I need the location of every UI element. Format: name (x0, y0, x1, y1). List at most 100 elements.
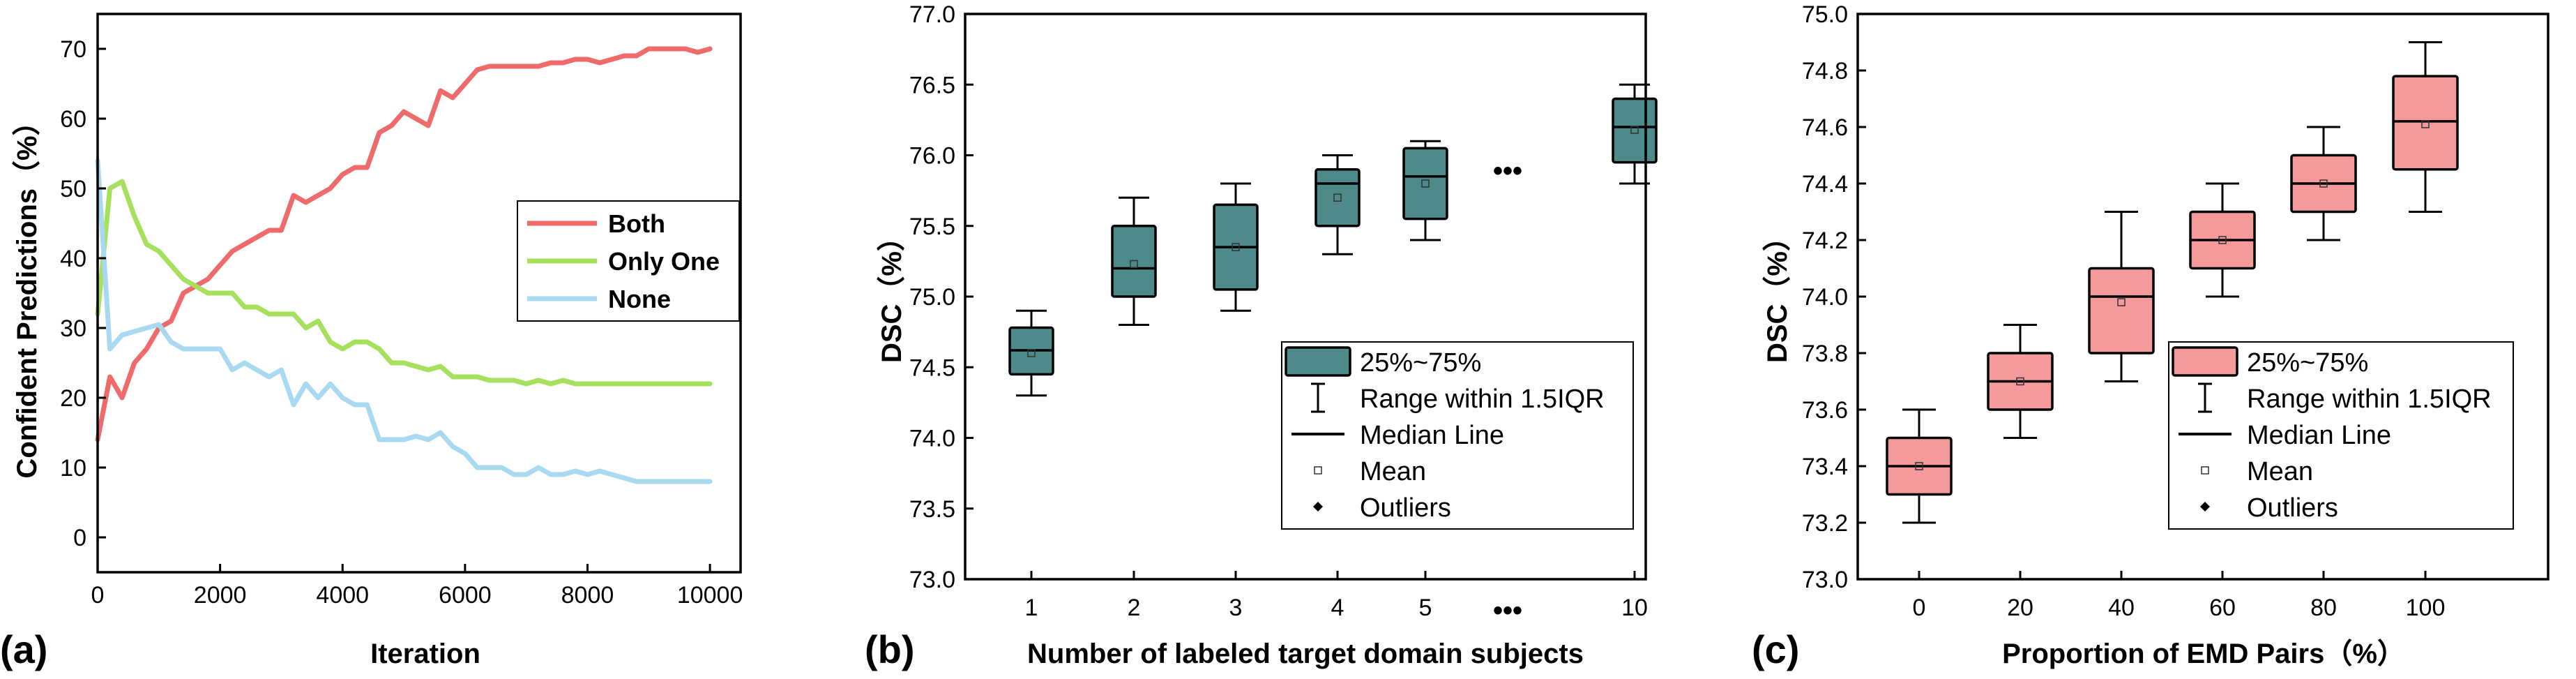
panel-c-y-tick-label: 73.6 (1802, 397, 1848, 424)
panel-b-plot-frame (964, 13, 1647, 581)
panel-b-legend-outlier-swatch (1313, 502, 1323, 512)
panel-b-mean-marker (1130, 260, 1138, 269)
panel-a-x-ticks: 0 2000 4000 6000 8000 10000 (91, 564, 743, 609)
panel-b-legend-mean-swatch (1314, 466, 1322, 475)
panel-c-y-tick-label: 74.8 (1802, 58, 1848, 84)
panel-a-legend-label: None (608, 285, 671, 313)
panel-b-x-tick-label: 10 (1621, 595, 1648, 621)
panel-c-mean-marker (1915, 462, 1923, 470)
panel-b-mean-marker (1333, 193, 1342, 202)
panel-c-y-tick-label: 75.0 (1802, 1, 1848, 28)
panel-c-y-tick-label: 73.0 (1802, 567, 1848, 593)
panel-a-label: (a) (0, 627, 47, 671)
panel-a-legend: Both Only One None (517, 200, 740, 322)
panel-a-x-tick-label: 4000 (316, 582, 369, 609)
panel-a-x-tick-label: 10000 (677, 582, 743, 609)
panel-a-y-tick-label: 70 (60, 36, 86, 63)
panel-c-mean-marker (2218, 236, 2227, 244)
panel-a-plot-frame (96, 13, 742, 574)
panel-b-legend-label: 25%~75% (1360, 348, 1481, 378)
panel-c-legend-label: Mean (2247, 457, 2313, 486)
panel-c-label: (c) (1752, 627, 1799, 671)
panel-b-x-tick-label: 2 (1128, 595, 1141, 621)
panel-b-label: (b) (865, 627, 915, 671)
panel-b-y-tick-label: 77.0 (909, 1, 955, 28)
panel-b-y-tick-label: 76.0 (909, 143, 955, 170)
panel-a-series-line-both (95, 46, 713, 442)
panel-b-legend-label: Median Line (1360, 421, 1504, 450)
panel-b-break-marker: ••• (1493, 156, 1522, 186)
panel-b-mean-marker (1421, 179, 1430, 188)
panel-a-y-axis-title: Confident Predictions（%） (12, 107, 43, 478)
panel-b-break-marker-axis: ••• (1493, 595, 1522, 626)
panel-a-legend-label: Both (608, 209, 665, 238)
panel-b-mean-marker (1630, 126, 1639, 134)
panel-a-x-tick-label: 6000 (439, 582, 492, 609)
panel-b-legend-box-swatch (1285, 346, 1351, 377)
panel-c-mean-marker (2421, 120, 2430, 128)
panel-c-mean-marker (2117, 298, 2126, 306)
panel-c-x-tick-label: 80 (2310, 595, 2337, 621)
panel-c-x-tick-label: 60 (2209, 595, 2236, 621)
panel-a-series-line-only-one (95, 179, 713, 387)
panel-c-y-tick-label: 73.4 (1802, 454, 1848, 480)
panel-c-x-axis-title: Proportion of EMD Pairs（%） (2002, 639, 2405, 669)
panel-b-box (1402, 147, 1448, 221)
panel-b-y-tick-label: 75.0 (909, 284, 955, 311)
panel-a-y-tick-label: 20 (60, 385, 86, 412)
panel-b-y-tick-label: 75.5 (909, 214, 955, 240)
panel-a-legend-label: Only One (608, 247, 720, 276)
panel-c-legend-label: Range within 1.5IQR (2247, 385, 2492, 414)
panel-b-box-chart: 73.0 73.5 74.0 74.5 75.0 75.5 76.0 76.5 77.0 1 2 3… (865, 1, 1658, 671)
panel-c-y-tick-label: 74.4 (1802, 171, 1848, 197)
panel-b-box (1612, 97, 1658, 164)
panel-b-legend-label: Mean (1360, 457, 1426, 486)
panel-b-y-tick-label: 74.5 (909, 355, 955, 381)
panel-b-y-tick-label: 76.5 (909, 72, 955, 98)
panel-b-y-tick-label: 74.0 (909, 426, 955, 452)
panel-a-y-tick-label: 10 (60, 455, 86, 482)
panel-c-mean-marker (2016, 377, 2024, 386)
panel-c-y-axis-title: DSC（%） (1762, 223, 1793, 363)
panel-a-line-chart: 0 10 20 30 40 50 60 70 0 2000 4000 6000 8000 10000 C… (0, 13, 743, 671)
panel-b-x-tick-label: 4 (1331, 595, 1344, 621)
panel-c-x-tick-label: 20 (2007, 595, 2033, 621)
panel-c-legend-label: 25%~75% (2247, 348, 2368, 378)
panel-b-mean-marker (1027, 349, 1036, 357)
panel-a-y-tick-label: 40 (60, 246, 86, 272)
panel-c-box (2088, 267, 2155, 355)
panel-b-x-tick-label: 3 (1229, 595, 1243, 621)
panel-c-legend-box-swatch (2172, 346, 2238, 377)
panel-a-y-tick-label: 0 (73, 525, 86, 551)
panel-b-x-axis-title: Number of labeled target domain subjects (1027, 639, 1584, 669)
panel-c-x-tick-label: 0 (1913, 595, 1926, 621)
panel-a-series-group (95, 46, 713, 484)
panel-c-mean-marker (2319, 179, 2328, 188)
panel-c-y-tick-label: 73.8 (1802, 341, 1848, 367)
panel-a-y-ticks: 0 10 20 30 40 50 60 70 (60, 36, 106, 551)
panel-a-x-axis-title: Iteration (370, 639, 480, 669)
panel-b-y-axis-title: DSC（%） (877, 223, 907, 363)
panel-a-x-tick-label: 8000 (561, 582, 614, 609)
panel-b-y-tick-label: 73.0 (909, 567, 955, 593)
panel-c-box-chart: 73.0 73.2 73.4 73.6 73.8 74.0 74.2 74.4 74.6 74.8… (1752, 1, 2550, 671)
panel-b-x-ticks: 1 2 3 4 5 10 (1025, 571, 1648, 621)
panel-c-legend: 25%~75% Range within 1.5IQR Median Line Mea… (2168, 341, 2514, 530)
panel-b-legend-label: Range within 1.5IQR (1360, 385, 1605, 414)
panel-c-legend-label: Median Line (2247, 421, 2391, 450)
panel-b-x-tick-label: 1 (1025, 595, 1038, 621)
panel-c-x-tick-label: 100 (2406, 595, 2446, 621)
panel-c-y-tick-label: 74.0 (1802, 284, 1848, 311)
panel-c-box (2392, 75, 2459, 171)
panel-a-y-tick-label: 30 (60, 315, 86, 342)
panel-b-y-ticks: 73.0 73.5 74.0 74.5 75.0 75.5 76.0 76.5 77.0 (909, 1, 973, 593)
panel-c-legend-outlier-swatch (2200, 502, 2210, 512)
panel-b-legend: 25%~75% Range within 1.5IQR Median Line Mea… (1281, 341, 1634, 530)
panel-b-box (1111, 225, 1157, 298)
panel-c-x-ticks: 0 20 40 60 80 100 (1913, 571, 2446, 621)
panel-b-x-tick-label: 5 (1419, 595, 1432, 621)
panel-a-y-tick-label: 50 (60, 176, 86, 202)
panel-c-plot-frame (1856, 13, 2550, 581)
panel-a-series-line-none (95, 158, 713, 484)
